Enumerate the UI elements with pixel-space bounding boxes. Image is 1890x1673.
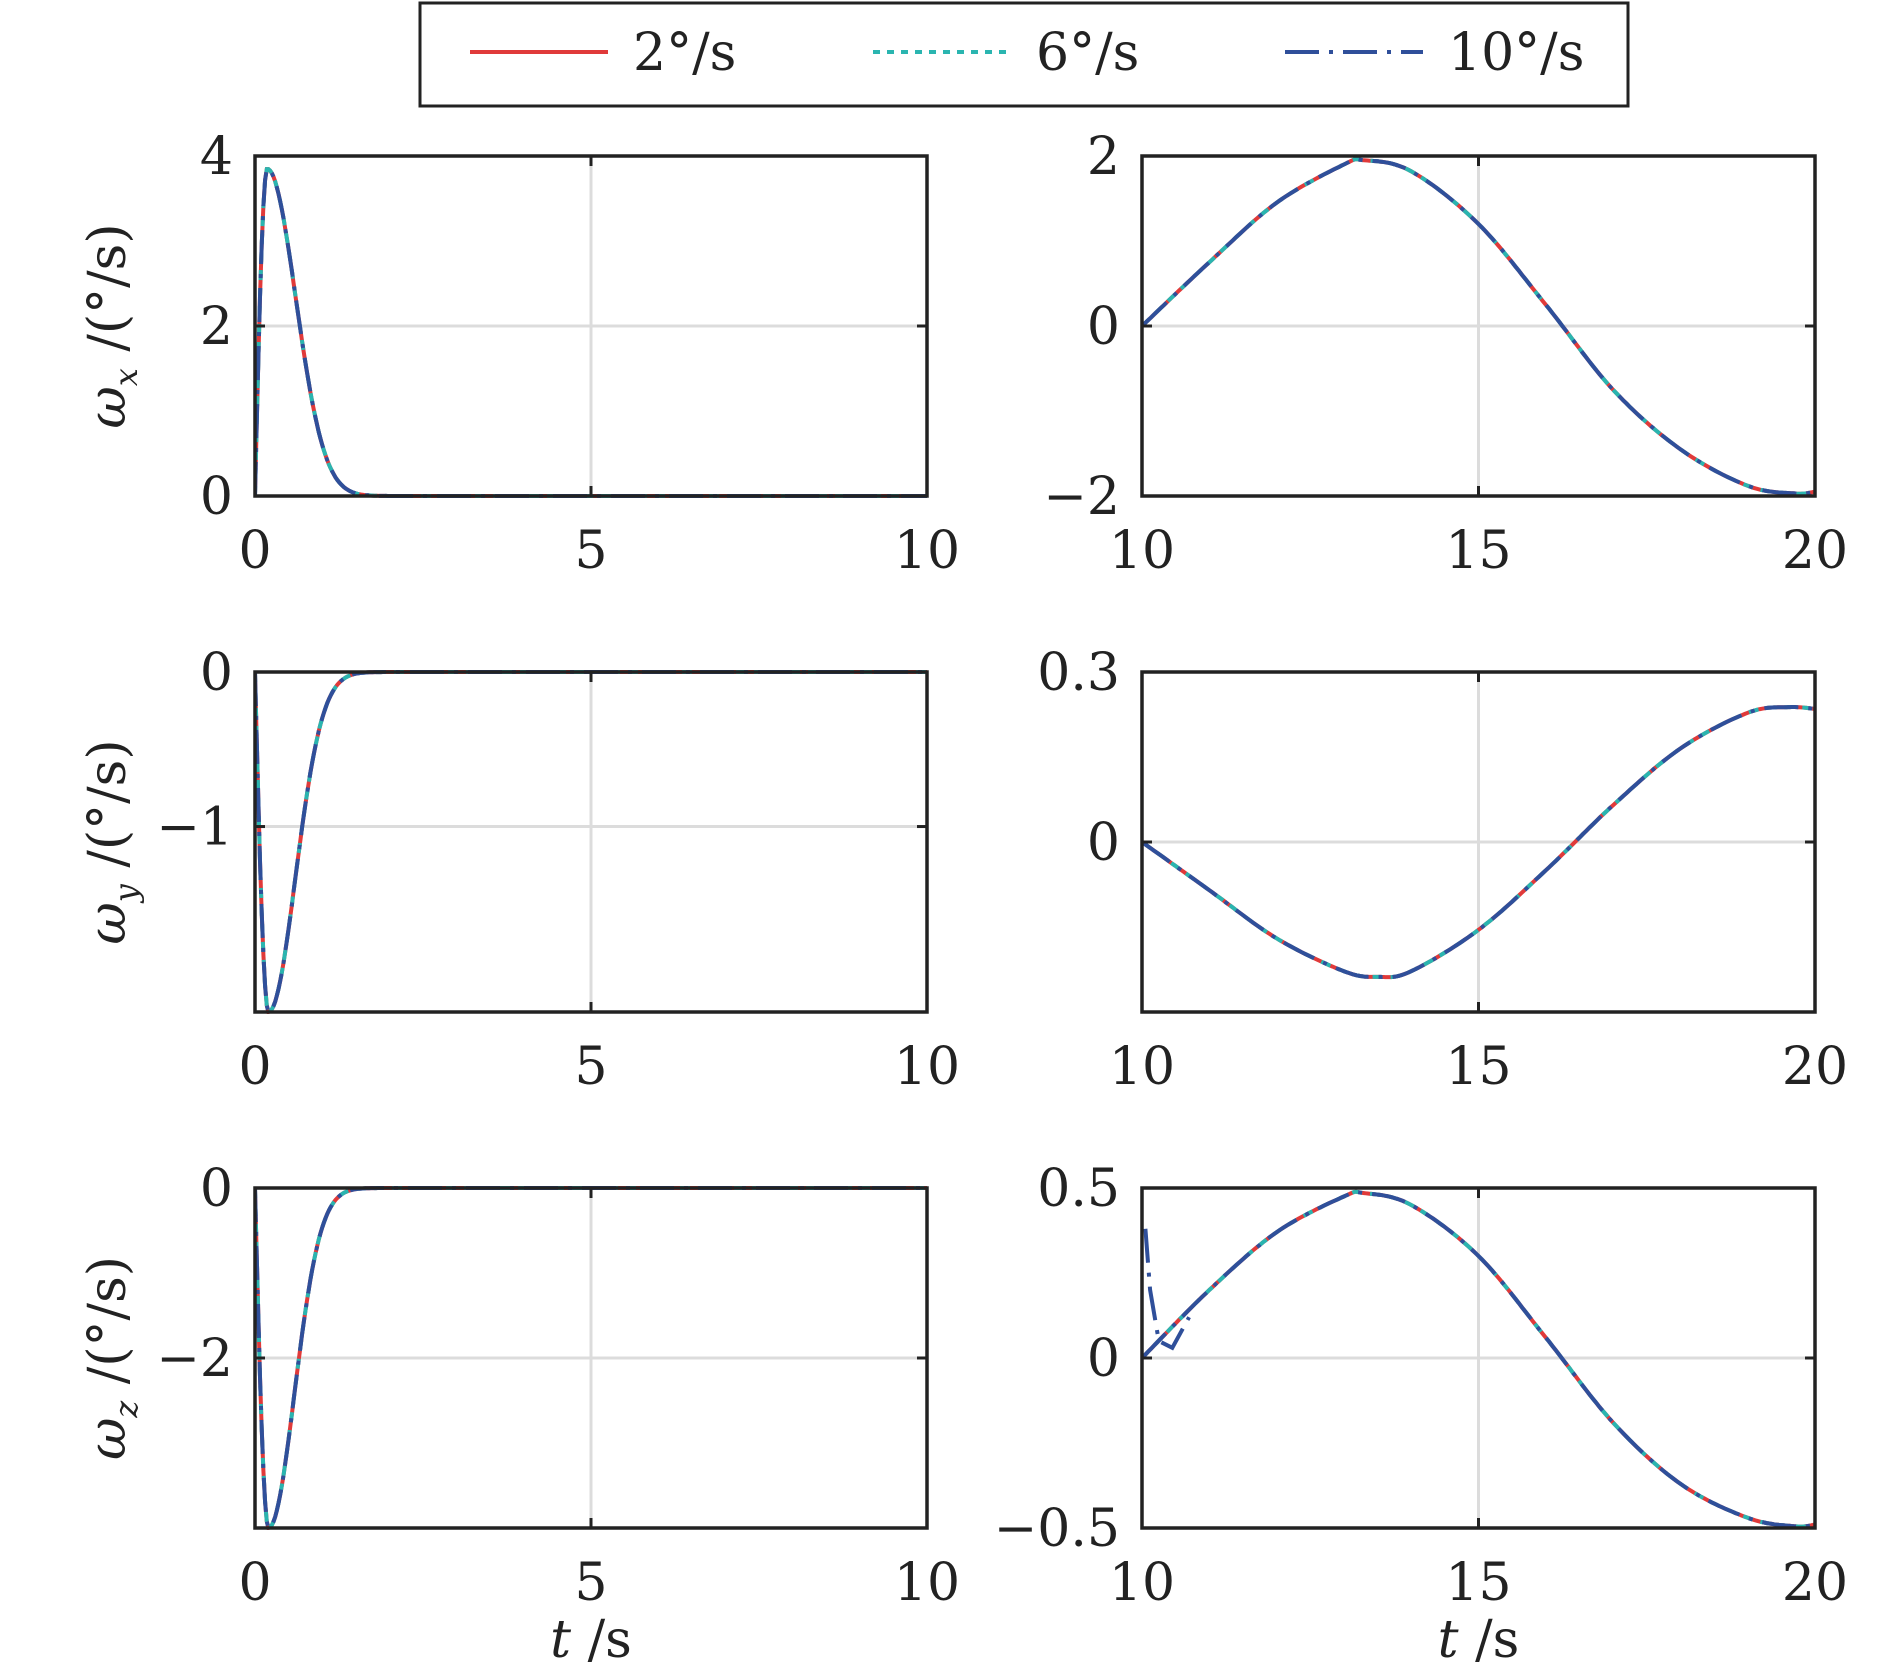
panel-2: 0 5 10 0 −1: [156, 643, 960, 1097]
xtick-label-2-2: 10: [894, 1037, 960, 1097]
xtick-label-1-2: 20: [1782, 521, 1848, 581]
xtick-label-4-2: 10: [894, 1553, 960, 1613]
ytick-label-0-0: 0: [200, 467, 233, 527]
ylabel-1: ωy /(°/s): [78, 739, 145, 944]
legend-label-1: 6°/s: [1036, 23, 1139, 83]
series-1-2: [1142, 157, 1815, 496]
ylabel-unit-1: /(°/s): [78, 739, 138, 884]
panel-1: 10 15 20 −2 0 2: [1043, 127, 1848, 581]
panel-3: 10 15 20 0 0.3: [1037, 643, 1848, 1097]
ytick-label-5-1: 0: [1087, 1329, 1120, 1389]
xtick-label-3-0: 10: [1109, 1037, 1175, 1097]
xtick-label-2-0: 0: [238, 1037, 271, 1097]
ylabel-sub-2: z: [107, 1400, 145, 1419]
legend-label-0: 2°/s: [633, 23, 736, 83]
legend-box: [418, 1, 1630, 108]
xlabel-0: t /s: [550, 1610, 632, 1670]
ytick-label-1-0: −2: [1043, 467, 1120, 527]
ytick-label-2-0: 0: [200, 643, 233, 703]
panel-4: 0 5 10 0 −2: [156, 1159, 960, 1613]
ytick-label-4-0: 0: [200, 1159, 233, 1219]
ylabel-unit-2: /(°/s): [78, 1256, 138, 1401]
xtick-label-4-0: 0: [238, 1553, 271, 1613]
legend-label-2: 10°/s: [1448, 23, 1584, 83]
labels: ωx /(°/s)ωy /(°/s)ωz /(°/s)t /s t /s: [78, 223, 1519, 1670]
ytick-label-5-0: −0.5: [994, 1499, 1120, 1559]
ylabel-sym-1: ω: [78, 902, 138, 944]
ylabel-2: ωz /(°/s): [78, 1256, 145, 1460]
xtick-label-5-2: 20: [1782, 1553, 1848, 1613]
ytick-label-5-2: 0.5: [1037, 1159, 1120, 1219]
xtick-label-0-1: 5: [574, 521, 607, 581]
ylabel-sym-2: ω: [78, 1418, 138, 1460]
legend: 2°/s 6°/s 10°/s: [418, 1, 1630, 108]
ytick-label-2-1: −1: [156, 798, 233, 858]
xtick-label-0-2: 10: [894, 521, 960, 581]
ytick-label-0-1: 2: [200, 297, 233, 357]
ytick-label-1-2: 2: [1087, 127, 1120, 187]
xtick-label-4-1: 5: [574, 1553, 607, 1613]
xtick-label-5-0: 10: [1109, 1553, 1175, 1613]
ytick-label-0-2: 4: [200, 127, 233, 187]
xtick-label-3-1: 15: [1445, 1037, 1511, 1097]
xtick-label-5-1: 15: [1445, 1553, 1511, 1613]
ytick-label-3-1: 0.3: [1037, 643, 1120, 703]
ylabel-0: ωx /(°/s): [78, 223, 145, 428]
ytick-label-3-0: 0: [1087, 813, 1120, 873]
xtick-label-1-1: 15: [1445, 521, 1511, 581]
ylabel-unit-0: /(°/s): [78, 223, 138, 368]
ytick-label-1-1: 0: [1087, 297, 1120, 357]
series-spike-5: [1143, 1228, 1191, 1351]
xtick-label-0-0: 0: [238, 521, 271, 581]
series-3-1: [1142, 705, 1815, 980]
panel-5: 10 15 20 −0.5 0 0.5: [994, 1159, 1848, 1613]
xtick-label-1-0: 10: [1109, 521, 1175, 581]
xlabel-1: t /s: [1438, 1610, 1520, 1670]
panel-0: 0 5 10 0 2 4: [200, 127, 960, 581]
ytick-label-4-1: −2: [156, 1329, 233, 1389]
ylabel-sub-0: x: [107, 368, 145, 386]
ylabel-sub-1: y: [107, 883, 145, 904]
xtick-label-3-2: 20: [1782, 1037, 1848, 1097]
series-5-2: [1142, 1189, 1815, 1529]
ylabel-sym-0: ω: [78, 386, 138, 428]
xtick-label-2-1: 5: [574, 1037, 607, 1097]
